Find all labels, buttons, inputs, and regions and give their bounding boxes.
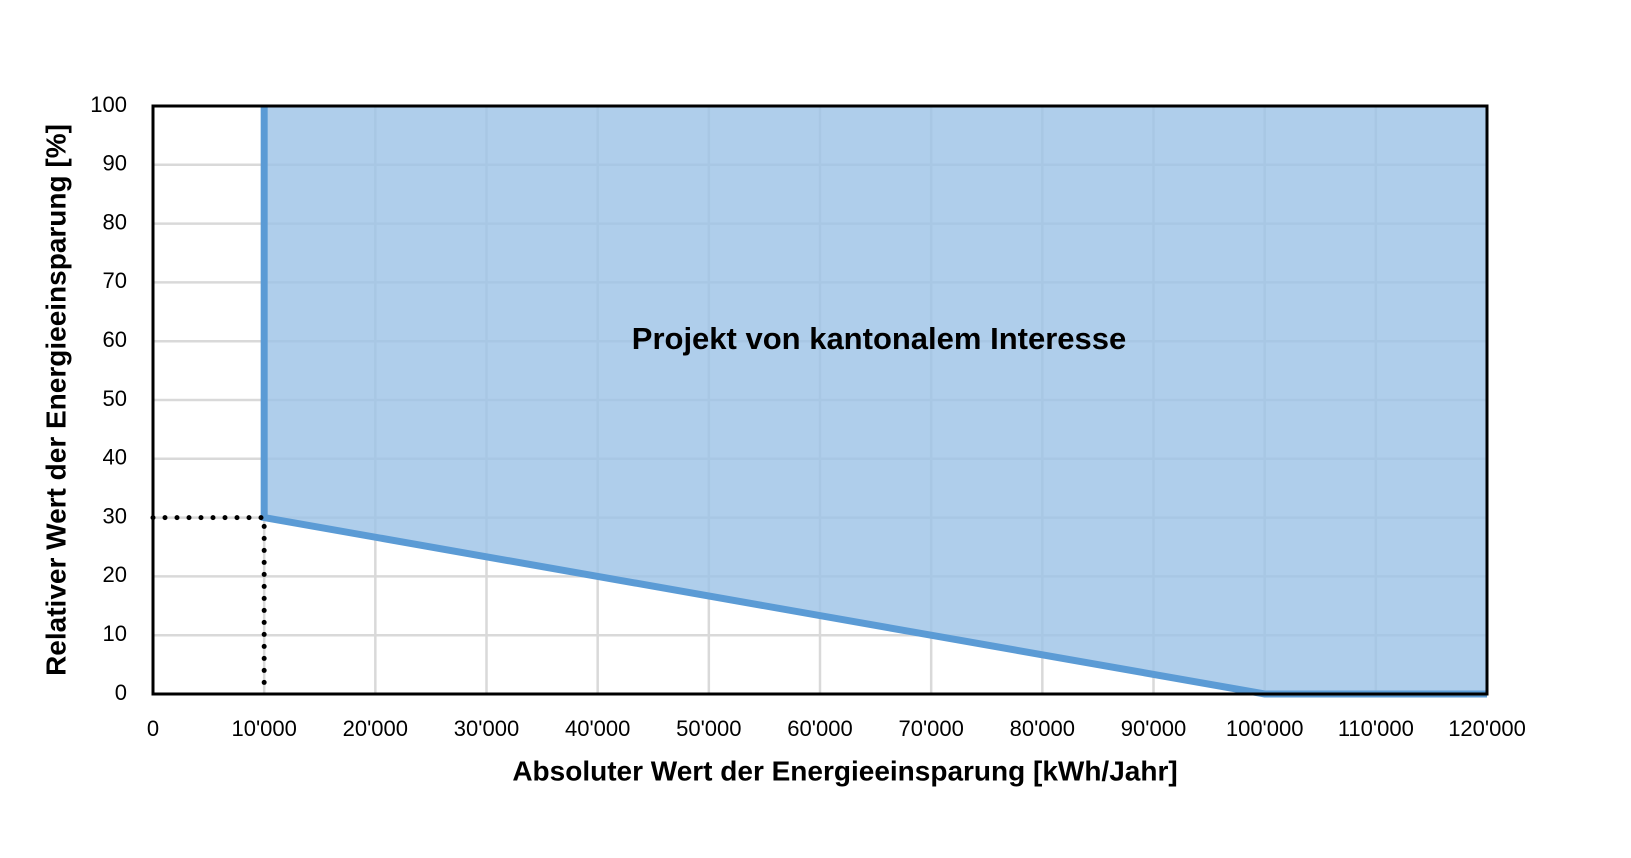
x-axis-title: Absoluter Wert der Energieeinsparung [kW… [512, 755, 1177, 786]
y-tick-label: 80 [103, 209, 127, 234]
x-tick-label: 90'000 [1121, 716, 1186, 741]
x-tick-label: 20'000 [343, 716, 408, 741]
y-tick-label: 10 [103, 621, 127, 646]
y-axis-title: Relativer Wert der Energieeinsparung [%] [40, 124, 71, 676]
y-tick-label: 20 [103, 562, 127, 587]
x-tick-label: 70'000 [898, 716, 963, 741]
y-tick-label: 40 [103, 445, 127, 470]
y-tick-label: 70 [103, 268, 127, 293]
x-tick-label: 120'000 [1448, 716, 1526, 741]
y-tick-label: 30 [103, 503, 127, 528]
y-tick-label: 100 [90, 92, 127, 117]
x-tick-label: 10'000 [231, 716, 296, 741]
x-tick-label: 100'000 [1226, 716, 1304, 741]
x-tick-label: 30'000 [454, 716, 519, 741]
x-tick-label: 50'000 [676, 716, 741, 741]
y-tick-label: 60 [103, 327, 127, 352]
y-tick-label: 90 [103, 151, 127, 176]
plot-border [151, 104, 1489, 696]
reference-line [150, 515, 267, 697]
y-tick-label: 0 [115, 680, 127, 705]
annotation: Projekt von kantonalem Interesse [632, 321, 1126, 356]
x-tick-label: 0 [147, 716, 159, 741]
x-tick-label: 110'000 [1338, 716, 1414, 741]
area-fill [264, 106, 1488, 694]
x-tick-label: 40'000 [565, 716, 630, 741]
x-tick-label: 60'000 [787, 716, 852, 741]
x-tick-label: 80'000 [1010, 716, 1075, 741]
y-tick-label: 50 [103, 386, 127, 411]
